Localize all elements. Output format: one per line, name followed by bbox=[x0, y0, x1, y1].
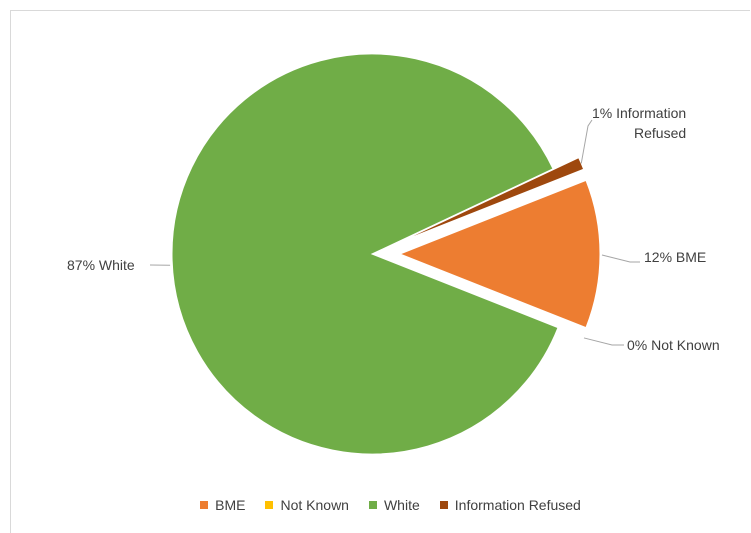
legend-swatch-bme bbox=[200, 501, 209, 509]
data-label-white: 87% White bbox=[67, 257, 135, 273]
data-label-information-refused: 1% Information Refused bbox=[592, 103, 686, 143]
data-label-refused-line2: Refused bbox=[634, 125, 687, 141]
chart-frame bbox=[10, 10, 750, 533]
legend-label-not-known: Not Known bbox=[280, 497, 349, 513]
leader-line-bme bbox=[601, 254, 640, 263]
pie-slice-white bbox=[171, 53, 559, 455]
legend-swatch-not-known bbox=[265, 501, 274, 509]
legend-item-bme: BME bbox=[200, 497, 245, 513]
legend-label-information-refused: Information Refused bbox=[454, 497, 581, 513]
data-label-bme: 12% BME bbox=[644, 249, 707, 265]
legend-item-not-known: Not Known bbox=[265, 497, 349, 513]
pie-slice-information-refused bbox=[397, 157, 585, 244]
legend-item-information-refused: Information Refused bbox=[439, 497, 581, 513]
leader-line-not-known bbox=[583, 337, 624, 346]
legend-swatch-information-refused bbox=[439, 501, 448, 509]
legend-label-white: White bbox=[383, 497, 420, 513]
chart-legend: BME Not Known White Information Refused bbox=[0, 497, 751, 513]
legend-item-white: White bbox=[368, 497, 420, 513]
legend-swatch-white bbox=[368, 501, 377, 509]
data-label-refused-line1: 1% Information bbox=[592, 105, 687, 121]
leader-line-information-refused bbox=[580, 119, 593, 164]
legend-label-bme: BME bbox=[215, 497, 246, 513]
pie-slice-bme bbox=[398, 179, 601, 329]
data-label-not-known: 0% Not Known bbox=[627, 337, 720, 353]
